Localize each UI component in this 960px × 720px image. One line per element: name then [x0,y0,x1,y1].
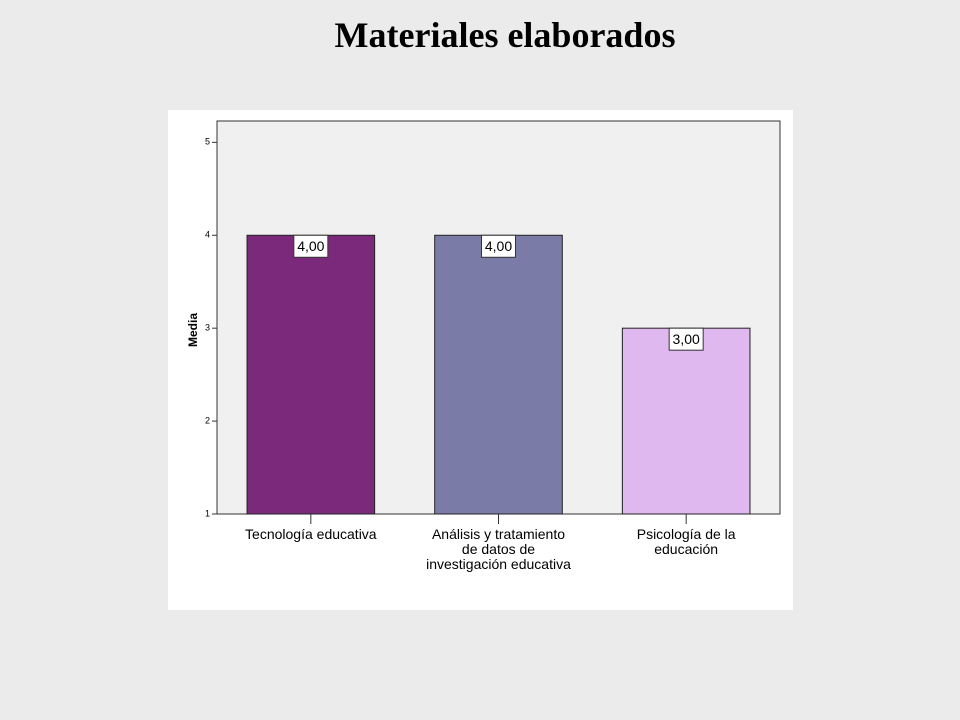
y-tick-label: 5 [205,137,210,147]
y-tick-label: 2 [205,415,210,425]
value-label: 3,00 [673,331,700,347]
value-label-box [293,234,329,258]
value-label-box [481,234,516,258]
x-tick-label: Análisis y tratamiento de datos de inves… [426,526,571,572]
y-tick-label: 3 [205,323,210,333]
value-label-box [668,327,704,351]
chart-panel: Media 1 2 3 4 5 4,00 4,00 3,00 Tecnología educa… [168,110,793,610]
x-tick-label: Tecnología educativa [245,526,377,542]
y-tick-label: 4 [205,230,210,240]
bar [434,234,563,515]
chart-title: Materiales elaborados [334,15,676,55]
x-tick-label: Psicología de la educación [636,526,736,557]
y-tick-label: 1 [205,508,210,518]
value-label: 4,00 [485,238,512,254]
chart: Media 1 2 3 4 5 4,00 4,00 3,00 [186,120,781,524]
value-label: 4,00 [297,238,324,254]
bar [621,327,751,515]
y-axis-label: Media [186,313,200,347]
bar [246,234,376,515]
